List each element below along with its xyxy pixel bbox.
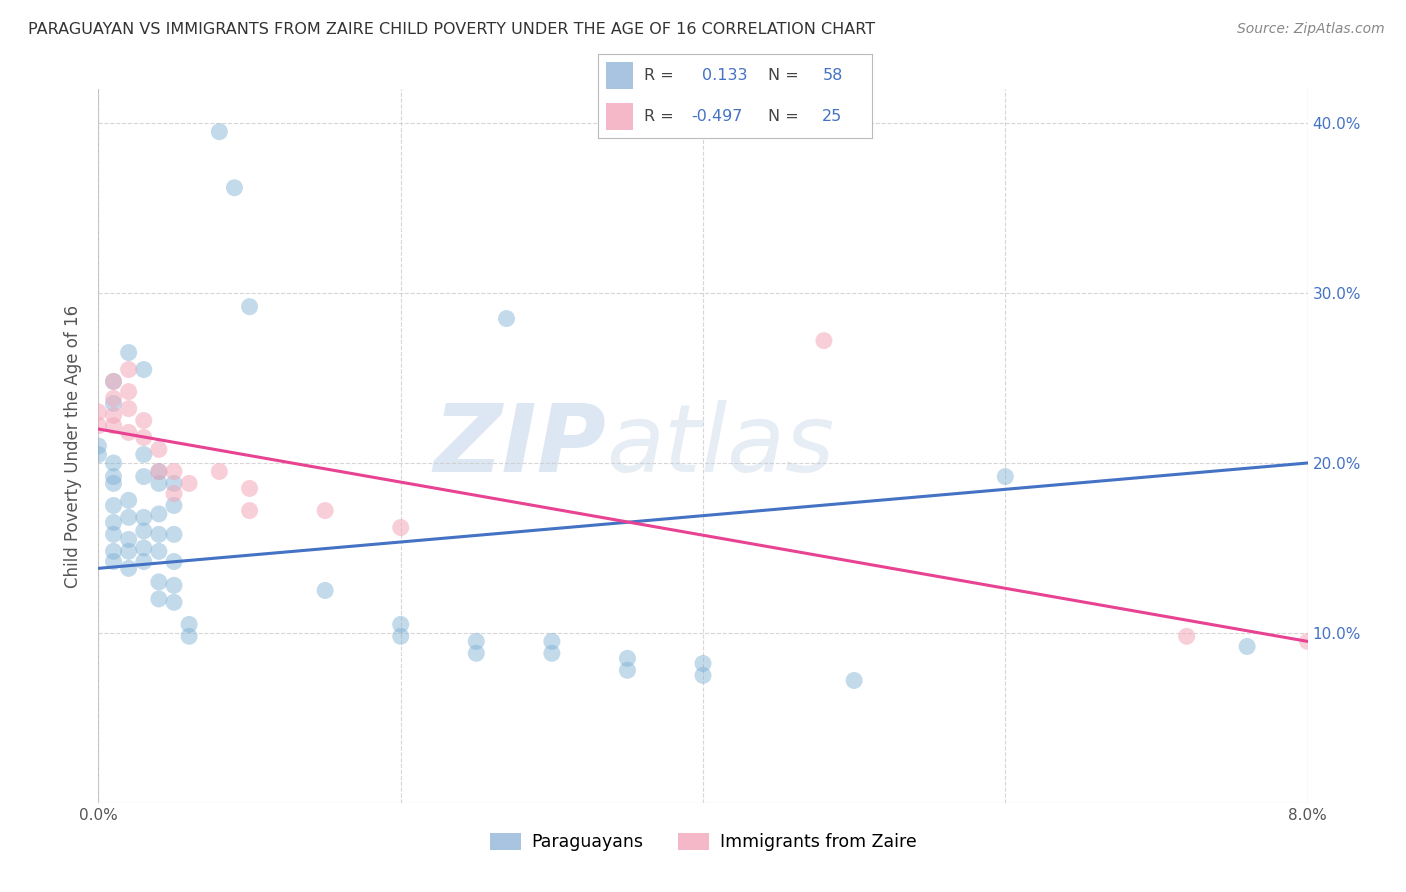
Point [1175, 629, 1198, 643]
Point [118, 425, 141, 440]
Point [132, 448, 155, 462]
Point [389, 629, 412, 643]
Point [103, 469, 125, 483]
Point [118, 544, 141, 558]
Point [148, 574, 170, 589]
Point [148, 465, 170, 479]
Point [148, 544, 170, 558]
Point [118, 510, 141, 524]
Point [540, 646, 562, 660]
Text: ZIP: ZIP [433, 400, 606, 492]
Point [148, 591, 170, 606]
Point [495, 311, 517, 326]
Point [616, 651, 638, 665]
Point [87, 439, 110, 453]
Text: N =: N = [768, 109, 803, 124]
Point [148, 507, 170, 521]
Point [118, 533, 141, 547]
Point [118, 561, 141, 575]
Point [314, 583, 336, 598]
Point [132, 555, 155, 569]
Bar [606, 62, 633, 89]
Point [103, 499, 125, 513]
Point [118, 401, 141, 416]
Text: -0.497: -0.497 [690, 109, 742, 124]
Point [103, 396, 125, 410]
Point [103, 476, 125, 491]
Point [813, 334, 835, 348]
Text: N =: N = [768, 68, 803, 83]
Point [103, 418, 125, 433]
Point [163, 595, 186, 609]
Point [163, 465, 186, 479]
Point [389, 520, 412, 534]
Point [239, 503, 262, 517]
Point [132, 524, 155, 538]
Point [103, 456, 125, 470]
Point [103, 555, 125, 569]
Point [314, 503, 336, 517]
Point [103, 527, 125, 541]
Point [118, 345, 141, 359]
Text: R =: R = [644, 68, 679, 83]
Point [389, 617, 412, 632]
Point [179, 629, 201, 643]
Point [163, 486, 186, 500]
Point [163, 476, 186, 491]
Point [163, 578, 186, 592]
Point [87, 418, 110, 433]
Text: 25: 25 [823, 109, 842, 124]
Point [465, 634, 488, 648]
Point [132, 413, 155, 427]
Point [540, 634, 562, 648]
Point [87, 405, 110, 419]
Point [103, 409, 125, 423]
Point [118, 493, 141, 508]
Text: PARAGUAYAN VS IMMIGRANTS FROM ZAIRE CHILD POVERTY UNDER THE AGE OF 16 CORRELATIO: PARAGUAYAN VS IMMIGRANTS FROM ZAIRE CHIL… [28, 22, 876, 37]
Point [118, 384, 141, 399]
Point [132, 541, 155, 555]
Y-axis label: Child Poverty Under the Age of 16: Child Poverty Under the Age of 16 [65, 304, 83, 588]
Text: Source: ZipAtlas.com: Source: ZipAtlas.com [1237, 22, 1385, 37]
Point [1236, 640, 1258, 654]
Point [103, 516, 125, 530]
Point [844, 673, 866, 688]
Point [1296, 634, 1319, 648]
Point [163, 555, 186, 569]
Point [465, 646, 488, 660]
Text: atlas: atlas [606, 401, 835, 491]
Point [148, 476, 170, 491]
Point [692, 668, 714, 682]
Text: 58: 58 [823, 68, 842, 83]
Point [163, 527, 186, 541]
Point [616, 663, 638, 677]
Text: 0.133: 0.133 [702, 68, 747, 83]
Point [118, 362, 141, 376]
Point [692, 657, 714, 671]
Point [103, 375, 125, 389]
Point [179, 617, 201, 632]
Point [103, 544, 125, 558]
Point [163, 499, 186, 513]
Point [148, 527, 170, 541]
Point [103, 392, 125, 406]
Point [994, 469, 1017, 483]
Text: R =: R = [644, 109, 679, 124]
Bar [606, 103, 633, 130]
Point [208, 125, 231, 139]
Point [103, 375, 125, 389]
Point [239, 482, 262, 496]
Point [87, 448, 110, 462]
Point [239, 300, 262, 314]
Point [179, 476, 201, 491]
Point [148, 465, 170, 479]
Point [132, 430, 155, 444]
Point [224, 180, 246, 194]
Point [132, 362, 155, 376]
Point [208, 465, 231, 479]
Point [132, 469, 155, 483]
Legend: Paraguayans, Immigrants from Zaire: Paraguayans, Immigrants from Zaire [482, 826, 924, 858]
Point [132, 510, 155, 524]
Point [148, 442, 170, 457]
